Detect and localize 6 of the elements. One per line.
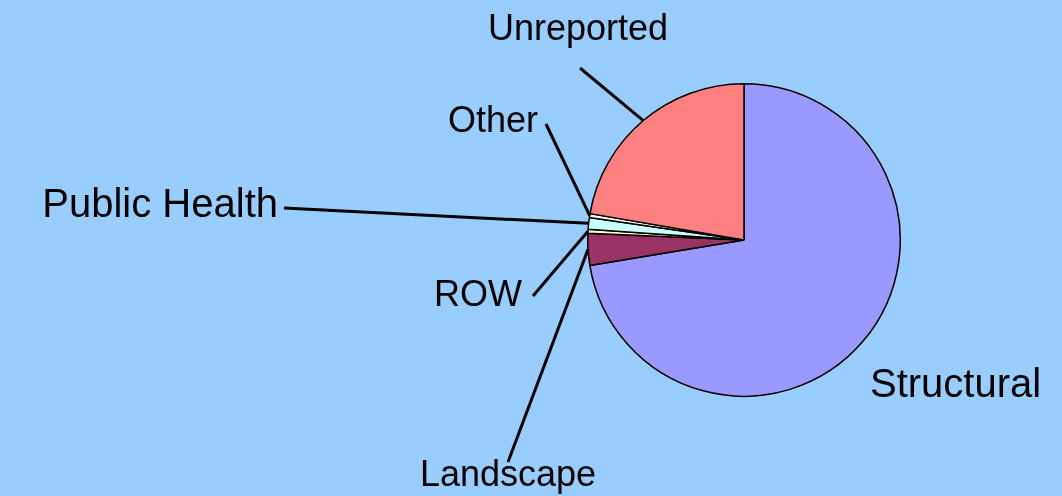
- slice-label: ROW: [434, 272, 523, 314]
- slice-label: Public Health: [42, 181, 278, 226]
- slice-label: Other: [447, 98, 538, 140]
- slice-label: Structural: [870, 361, 1042, 406]
- slice-label: Unreported: [487, 6, 669, 48]
- slice-label: Landscape: [419, 452, 597, 494]
